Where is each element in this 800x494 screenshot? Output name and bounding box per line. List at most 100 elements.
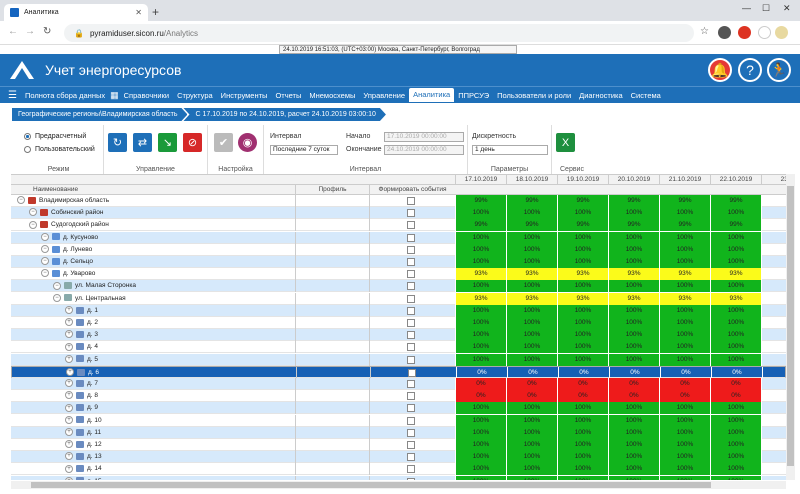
percent-cell[interactable]: 100%	[455, 402, 506, 415]
percent-cell[interactable]: 100%	[557, 439, 608, 451]
profile-avatar[interactable]	[775, 26, 788, 39]
percent-cell[interactable]: 100%	[608, 341, 659, 354]
percent-cell[interactable]: 100%	[659, 475, 710, 480]
table-row[interactable]: − ул. Малая Сторонка 100% 100% 100% 100% 100% 1…	[11, 280, 786, 293]
radio-custom[interactable]: Пользовательский	[24, 146, 95, 153]
expand-icon[interactable]: +	[65, 476, 73, 480]
percent-cell[interactable]: 100%	[455, 256, 506, 268]
percent-cell[interactable]	[761, 231, 786, 244]
expand-icon[interactable]: +	[65, 342, 73, 351]
menu-item-tools[interactable]: Инструменты	[220, 90, 268, 100]
table-row[interactable]: − д. Кусуново 100% 100% 100% 100% 100% 100%	[11, 231, 786, 244]
percent-cell[interactable]: 100%	[506, 414, 557, 427]
percent-cell[interactable]: 100%	[455, 207, 506, 220]
percent-cell[interactable]: 100%	[557, 426, 608, 439]
table-row[interactable]: − Собинский район 100% 100% 100% 100% 100% 100%	[11, 207, 786, 220]
collapse-icon[interactable]: −	[29, 220, 37, 229]
percent-cell[interactable]: 100%	[710, 475, 761, 480]
percent-cell[interactable]: 100%	[659, 414, 710, 427]
percent-cell[interactable]: 100%	[506, 426, 557, 439]
events-checkbox[interactable]	[407, 306, 415, 315]
percent-cell[interactable]: 100%	[455, 280, 506, 293]
percent-cell[interactable]: 99%	[659, 195, 710, 207]
percent-cell[interactable]: 100%	[455, 353, 506, 366]
percent-cell[interactable]: 100%	[659, 231, 710, 244]
percent-cell[interactable]: 0%	[455, 390, 506, 403]
events-checkbox[interactable]	[407, 392, 415, 401]
percent-cell[interactable]: 100%	[659, 402, 710, 415]
percent-cell[interactable]: 100%	[608, 329, 659, 342]
percent-cell[interactable]: 100%	[710, 414, 761, 427]
percent-cell[interactable]: 93%	[557, 292, 608, 305]
percent-cell[interactable]: 100%	[710, 463, 761, 476]
collapse-icon[interactable]: −	[17, 196, 25, 205]
percent-cell[interactable]: 100%	[506, 317, 557, 329]
events-checkbox[interactable]	[407, 197, 415, 205]
menu-item-directories[interactable]: Справочники	[123, 90, 170, 100]
percent-cell[interactable]: 93%	[506, 292, 557, 305]
percent-cell[interactable]: 0%	[609, 366, 660, 379]
table-row[interactable]: + д. 2 100% 100% 100% 100% 100% 100%	[11, 317, 786, 329]
extension-icon[interactable]	[718, 26, 731, 39]
percent-cell[interactable]	[761, 292, 786, 305]
percent-cell[interactable]: 93%	[710, 292, 761, 305]
refresh-button[interactable]: ↻	[108, 133, 127, 152]
bookmark-star-icon[interactable]: ☆	[700, 26, 709, 37]
percent-cell[interactable]: 100%	[557, 463, 608, 476]
percent-cell[interactable]: 99%	[659, 219, 710, 232]
percent-cell[interactable]: 99%	[557, 219, 608, 232]
percent-cell[interactable]: 0%	[506, 378, 557, 390]
percent-cell[interactable]: 100%	[659, 243, 710, 256]
percent-cell[interactable]	[761, 426, 786, 439]
percent-cell[interactable]: 100%	[557, 280, 608, 293]
percent-cell[interactable]: 0%	[456, 366, 507, 379]
percent-cell[interactable]: 100%	[506, 243, 557, 256]
percent-cell[interactable]: 99%	[608, 195, 659, 207]
percent-cell[interactable]: 100%	[710, 304, 761, 317]
percent-cell[interactable]	[761, 243, 786, 256]
start-input[interactable]: 17.10.2019 00:00:00	[384, 132, 464, 142]
percent-cell[interactable]	[761, 280, 786, 293]
percent-cell[interactable]: 99%	[557, 195, 608, 207]
expand-icon[interactable]: +	[65, 403, 73, 412]
header-date[interactable]: 20.10.2019	[608, 175, 659, 185]
percent-cell[interactable]: 0%	[455, 378, 506, 390]
percent-cell[interactable]: 99%	[455, 219, 506, 232]
table-row[interactable]: − Судогодский район 99% 99% 99% 99% 99% 99%	[11, 219, 786, 232]
percent-cell[interactable]: 100%	[506, 304, 557, 317]
expand-icon[interactable]: +	[65, 330, 73, 339]
percent-cell[interactable]: 93%	[506, 268, 557, 281]
percent-cell[interactable]: 100%	[659, 317, 710, 329]
end-input[interactable]: 24.10.2019 00:00:00	[384, 145, 464, 155]
percent-cell[interactable]: 100%	[506, 341, 557, 354]
percent-cell[interactable]	[761, 317, 786, 329]
percent-cell[interactable]: 100%	[608, 463, 659, 476]
percent-cell[interactable]: 99%	[455, 195, 506, 207]
table-row[interactable]: + д. 7 0% 0% 0% 0% 0% 0%	[11, 378, 786, 390]
events-checkbox[interactable]	[407, 428, 415, 437]
percent-cell[interactable]: 100%	[710, 451, 761, 464]
grid-apps-icon[interactable]: ▦	[110, 89, 119, 100]
percent-cell[interactable]: 100%	[455, 243, 506, 256]
expand-icon[interactable]: +	[65, 428, 73, 437]
vertical-scrollbar[interactable]	[786, 174, 795, 480]
events-checkbox[interactable]	[408, 368, 416, 377]
events-checkbox[interactable]	[407, 477, 415, 480]
expand-icon[interactable]: +	[65, 415, 73, 424]
percent-cell[interactable]	[761, 304, 786, 317]
logout-icon[interactable]: 🏃	[767, 58, 791, 82]
percent-cell[interactable]	[761, 268, 786, 281]
percent-cell[interactable]: 0%	[710, 378, 761, 390]
breadcrumb-period[interactable]: С 17.10.2019 по 24.10.2019, расчет 24.10…	[183, 108, 385, 121]
events-checkbox[interactable]	[407, 294, 415, 303]
percent-cell[interactable]: 100%	[455, 426, 506, 439]
percent-cell[interactable]: 100%	[710, 280, 761, 293]
forward-icon[interactable]: →	[25, 26, 35, 37]
percent-cell[interactable]: 100%	[659, 439, 710, 451]
events-checkbox[interactable]	[407, 209, 415, 218]
menu-item-structure[interactable]: Структура	[177, 90, 213, 100]
percent-cell[interactable]	[761, 256, 786, 268]
percent-cell[interactable]: 100%	[506, 439, 557, 451]
menu-item-management[interactable]: Управление	[363, 90, 406, 100]
percent-cell[interactable]: 0%	[711, 366, 762, 379]
